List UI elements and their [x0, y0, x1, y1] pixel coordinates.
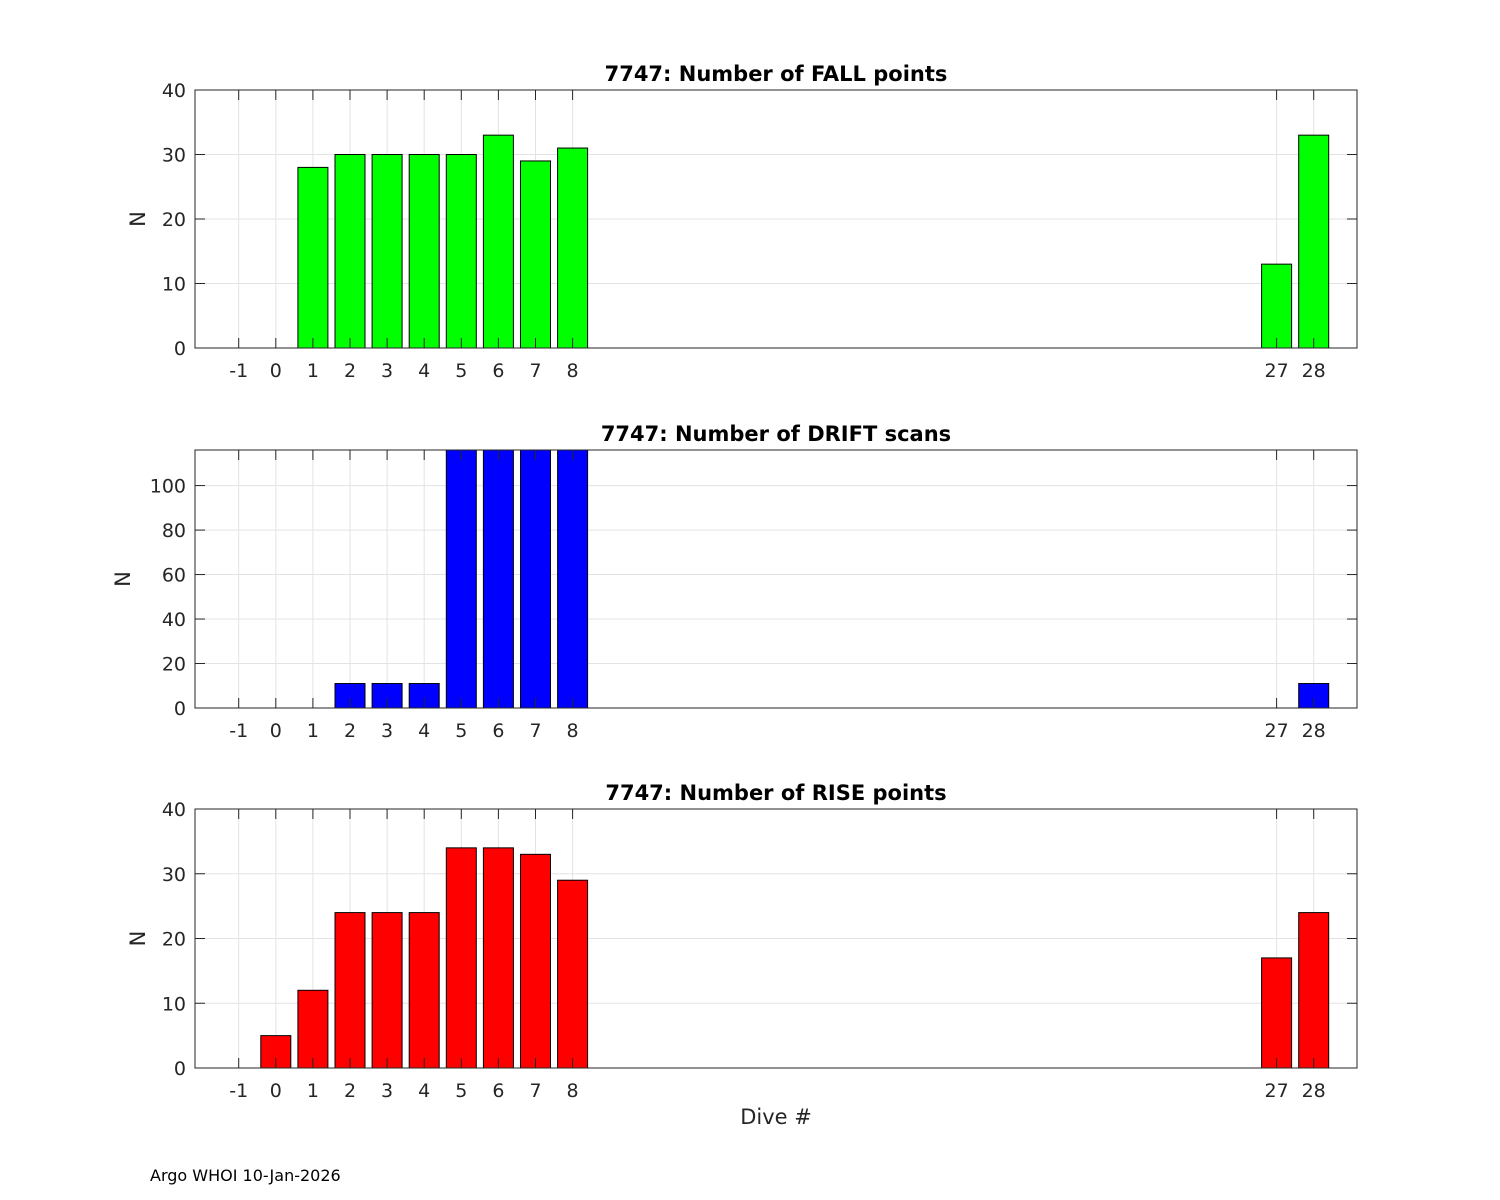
y-tick-label: 30: [162, 145, 186, 167]
y-tick-label: 40: [162, 609, 186, 631]
x-tick-label: 4: [418, 1080, 430, 1102]
bar-dive-27: [1261, 263, 1293, 349]
y-tick-label: 10: [162, 274, 186, 296]
x-tick-label: 0: [270, 1080, 282, 1102]
y-axis-label: N: [126, 931, 150, 947]
bar-dive-6: [482, 134, 514, 349]
x-tick-label: 2: [344, 720, 356, 742]
bar-dive-1: [297, 989, 329, 1069]
x-tick-label: 6: [492, 1080, 504, 1102]
bar-dive-1: [297, 166, 329, 349]
x-tick-label: -1: [229, 1080, 248, 1102]
bar-dive-3: [371, 154, 403, 349]
y-tick-label: 20: [162, 209, 186, 231]
y-tick-label: 40: [162, 80, 186, 102]
x-tick-label: 5: [455, 1080, 467, 1102]
bar-dive-3: [371, 912, 403, 1069]
x-tick-label: 0: [270, 360, 282, 382]
y-tick-label: 30: [162, 864, 186, 886]
x-tick-label: 7: [529, 720, 541, 742]
x-tick-label: 5: [455, 360, 467, 382]
x-tick-label: 8: [567, 720, 579, 742]
x-tick-label: 1: [307, 720, 319, 742]
x-tick-label: 3: [381, 1080, 393, 1102]
chart-title: 7747: Number of RISE points: [605, 781, 946, 805]
chart-fall: -1 0 1 2 3 4 5 6 7 8 27 28 0 10 20 30 40 7747: Number of …: [126, 62, 1358, 382]
x-tick-label: 3: [381, 720, 393, 742]
x-tick-label: 0: [270, 720, 282, 742]
x-tick-label: 28: [1302, 360, 1326, 382]
x-tick-label: 2: [344, 360, 356, 382]
x-tick-label: 28: [1302, 1080, 1326, 1102]
x-tick-label: 8: [567, 360, 579, 382]
x-tick-label: 28: [1302, 720, 1326, 742]
bar-dive-5: [445, 154, 477, 349]
y-tick-label: 20: [162, 929, 186, 951]
y-axis-label: N: [126, 211, 150, 227]
chart-title: 7747: Number of DRIFT scans: [601, 422, 951, 446]
bar-dive-8: [557, 879, 589, 1069]
bar-dive-4: [408, 154, 440, 349]
y-tick-label: 10: [162, 993, 186, 1015]
y-tick-label: 20: [162, 654, 186, 676]
x-tick-label: 1: [307, 360, 319, 382]
x-tick-label: 27: [1265, 1080, 1289, 1102]
y-tick-label: 40: [162, 799, 186, 821]
bar-dive-8: [557, 147, 589, 349]
bar-dive-4: [408, 912, 440, 1069]
x-tick-label: 27: [1265, 360, 1289, 382]
bar-dive-2: [334, 912, 366, 1069]
bar-dive-7: [520, 160, 551, 349]
x-tick-label: 1: [307, 1080, 319, 1102]
bar-dive-6: [482, 847, 514, 1069]
y-tick-label: 0: [174, 1058, 186, 1080]
chart-title: 7747: Number of FALL points: [605, 62, 948, 86]
x-tick-label: 2: [344, 1080, 356, 1102]
bar-dive-6: [482, 449, 514, 709]
x-tick-label: 8: [567, 1080, 579, 1102]
x-tick-label: -1: [229, 720, 248, 742]
x-tick-label: 4: [418, 360, 430, 382]
x-axis-label: Dive #: [740, 1105, 812, 1129]
y-tick-label: 0: [174, 698, 186, 720]
x-tick-label: 6: [492, 720, 504, 742]
x-tick-label: 6: [492, 360, 504, 382]
y-tick-label: 0: [174, 338, 186, 360]
x-tick-label: 7: [529, 1080, 541, 1102]
plot-area: [195, 450, 1357, 708]
bar-dive-5: [445, 847, 477, 1069]
bar-dive-2: [334, 154, 366, 349]
axes-box: [194, 449, 1358, 709]
bar-dive-7: [520, 853, 551, 1069]
x-tick-label: 3: [381, 360, 393, 382]
bar-dive-7: [520, 449, 551, 709]
y-axis-label: N: [111, 571, 135, 587]
y-tick-label: 80: [162, 520, 186, 542]
x-tick-label: 5: [455, 720, 467, 742]
bar-dive-8: [557, 449, 589, 709]
y-tick-label: 100: [150, 476, 186, 498]
bar-dive-28: [1298, 912, 1330, 1069]
x-tick-label: 4: [418, 720, 430, 742]
bar-dive-5: [445, 449, 477, 709]
chart-drift: -1 0 1 2 3 4 5 6 7 8 27 28 0 20 40 60 80 100 7747: Number …: [111, 422, 1358, 742]
x-tick-label: 27: [1265, 720, 1289, 742]
x-tick-label: -1: [229, 360, 248, 382]
y-tick-label: 60: [162, 565, 186, 587]
chart-rise: -1 0 1 2 3 4 5 6 7 8 27 28 0 10 20 30 40 7747: Number of …: [126, 781, 1358, 1129]
bar-dive-27: [1261, 957, 1293, 1069]
bar-dive-28: [1298, 134, 1330, 349]
x-tick-label: 7: [529, 360, 541, 382]
footer-credit: Argo WHOI 10-Jan-2026: [150, 1166, 341, 1185]
